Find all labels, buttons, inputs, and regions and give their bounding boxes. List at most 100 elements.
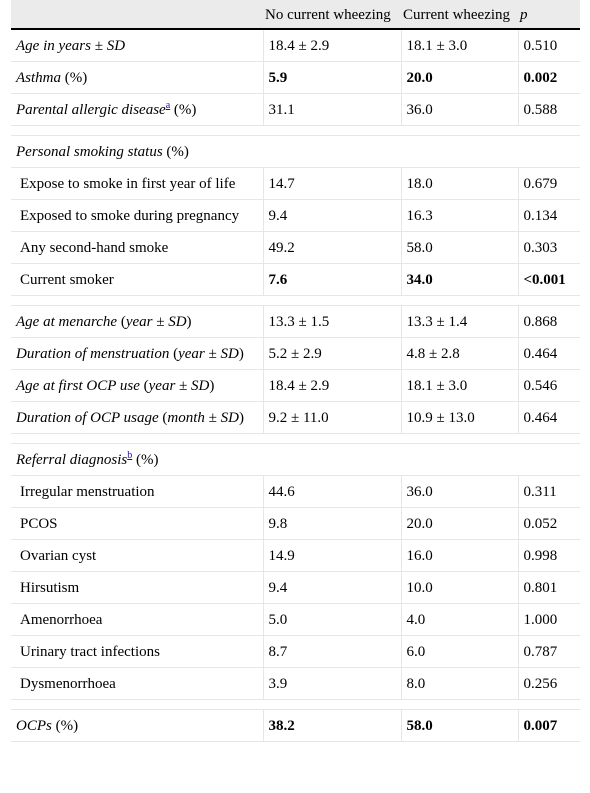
cell-current: 6.0 [401,635,519,668]
cell-no-current: 44.6 [263,475,402,508]
cell-no-current: 18.4 ± 2.9 [263,29,402,62]
cell-current: 34.0 [401,263,519,296]
label-unit: (%) [61,70,88,86]
header-empty [11,0,263,30]
cell-current: 10.9 ± 13.0 [401,401,519,434]
cell-p: 0.311 [518,475,580,508]
table-row: Current smoker 7.6 34.0 <0.001 [11,263,580,296]
section-row: Referral diagnosisb (%) [11,443,580,476]
table-row: Asthma (%) 5.9 20.0 0.002 [11,61,580,94]
cell-current: 36.0 [401,93,519,126]
label-unit: (%) [132,452,159,468]
cell-current: 4.8 ± 2.8 [401,337,519,370]
cell-no-current: 5.9 [263,61,402,94]
cell-p: 0.002 [518,61,580,94]
row-label: Urinary tract infections [11,635,264,668]
cell-current: 58.0 [401,709,519,742]
cell-p: 0.052 [518,507,580,540]
cell-current: 16.0 [401,539,519,572]
label-italic: OCPs [16,718,52,734]
table-row: Any second-hand smoke 49.2 58.0 0.303 [11,231,580,264]
cell-no-current: 8.7 [263,635,402,668]
row-label: Hirsutism [11,571,264,604]
row-label: Ovarian cyst [11,539,264,572]
section-row: Personal smoking status (%) [11,135,580,168]
label-italic: Asthma [16,70,61,86]
cell-no-current: 31.1 [263,93,402,126]
cell-p: 0.679 [518,167,580,200]
row-label: Amenorrhoea [11,603,264,636]
cell-no-current: 9.4 [263,199,402,232]
label-unit: (%) [51,718,79,734]
footnote-link-b[interactable]: b [127,450,133,461]
cell-p: 0.464 [518,337,580,370]
data-table: No current wheezing Current wheezing p A… [11,0,580,742]
spacer-row [11,125,580,136]
cell-current: 10.0 [401,571,519,604]
cell-p: 0.546 [518,369,580,402]
spacer-row [11,699,580,710]
cell-current: 36.0 [401,475,519,508]
cell-current: 18.1 ± 3.0 [401,29,519,62]
table-row: Urinary tract infections 8.7 6.0 0.787 [11,635,580,668]
row-label: Parental allergic diseasea (%) [11,93,264,126]
header-row: No current wheezing Current wheezing p [11,0,580,30]
cell-current: 8.0 [401,667,519,700]
table-row: Hirsutism 9.4 10.0 0.801 [11,571,580,604]
spacer-row [11,433,580,444]
cell-current: 20.0 [401,61,519,94]
cell-no-current: 13.3 ± 1.5 [263,305,402,338]
table-row: Age at first OCP use (year ± SD) 18.4 ± … [11,369,580,402]
row-label: Asthma (%) [11,61,264,94]
row-label: Age in years ± SD [11,29,264,62]
footnote-link-a[interactable]: a [165,100,171,111]
cell-p: 0.510 [518,29,580,62]
row-label: Irregular menstruation [11,475,264,508]
row-label: PCOS [11,507,264,540]
cell-no-current: 14.7 [263,167,402,200]
section-label: Personal smoking status (%) [11,135,580,168]
label-italic: Parental allergic disease [16,102,166,118]
cell-p: 0.801 [518,571,580,604]
cell-p: 0.868 [518,305,580,338]
cell-no-current: 5.0 [263,603,402,636]
row-label: Current smoker [11,263,264,296]
header-p: p [518,0,580,30]
cell-p: 0.464 [518,401,580,434]
table-row: Expose to smoke in first year of life 14… [11,167,580,200]
table-row: Age at menarche (year ± SD) 13.3 ± 1.5 1… [11,305,580,338]
cell-current: 18.1 ± 3.0 [401,369,519,402]
cell-no-current: 7.6 [263,263,402,296]
label-italic: Referral diagnosis [16,452,128,468]
label-unit: (%) [170,102,197,118]
table-row: Irregular menstruation 44.6 36.0 0.311 [11,475,580,508]
table-row: PCOS 9.8 20.0 0.052 [11,507,580,540]
spacer-row [11,295,580,306]
row-label: OCPs (%) [11,709,264,742]
cell-no-current: 18.4 ± 2.9 [263,369,402,402]
header-no-current-wheezing: No current wheezing [263,0,401,30]
cell-current: 18.0 [401,167,519,200]
table-row: Dysmenorrhoea 3.9 8.0 0.256 [11,667,580,700]
cell-current: 16.3 [401,199,519,232]
row-label: Expose to smoke in first year of life [11,167,264,200]
row-label: Exposed to smoke during pregnancy [11,199,264,232]
cell-p: 0.787 [518,635,580,668]
section-label: Referral diagnosisb (%) [11,443,580,476]
table-row: Parental allergic diseasea (%) 31.1 36.0… [11,93,580,126]
row-label: Age at menarche (year ± SD) [11,305,264,338]
cell-p: 0.256 [518,667,580,700]
label-unit: (%) [162,144,189,160]
cell-p: 0.588 [518,93,580,126]
row-label: Duration of menstruation (year ± SD) [11,337,264,370]
cell-current: 20.0 [401,507,519,540]
row-label: Dysmenorrhoea [11,667,264,700]
cell-p: 0.303 [518,231,580,264]
row-label: Any second-hand smoke [11,231,264,264]
cell-no-current: 9.2 ± 11.0 [263,401,402,434]
table-row: Age in years ± SD 18.4 ± 2.9 18.1 ± 3.0 … [11,29,580,62]
cell-no-current: 5.2 ± 2.9 [263,337,402,370]
cell-no-current: 14.9 [263,539,402,572]
table-row: OCPs (%) 38.2 58.0 0.007 [11,709,580,742]
cell-no-current: 9.4 [263,571,402,604]
